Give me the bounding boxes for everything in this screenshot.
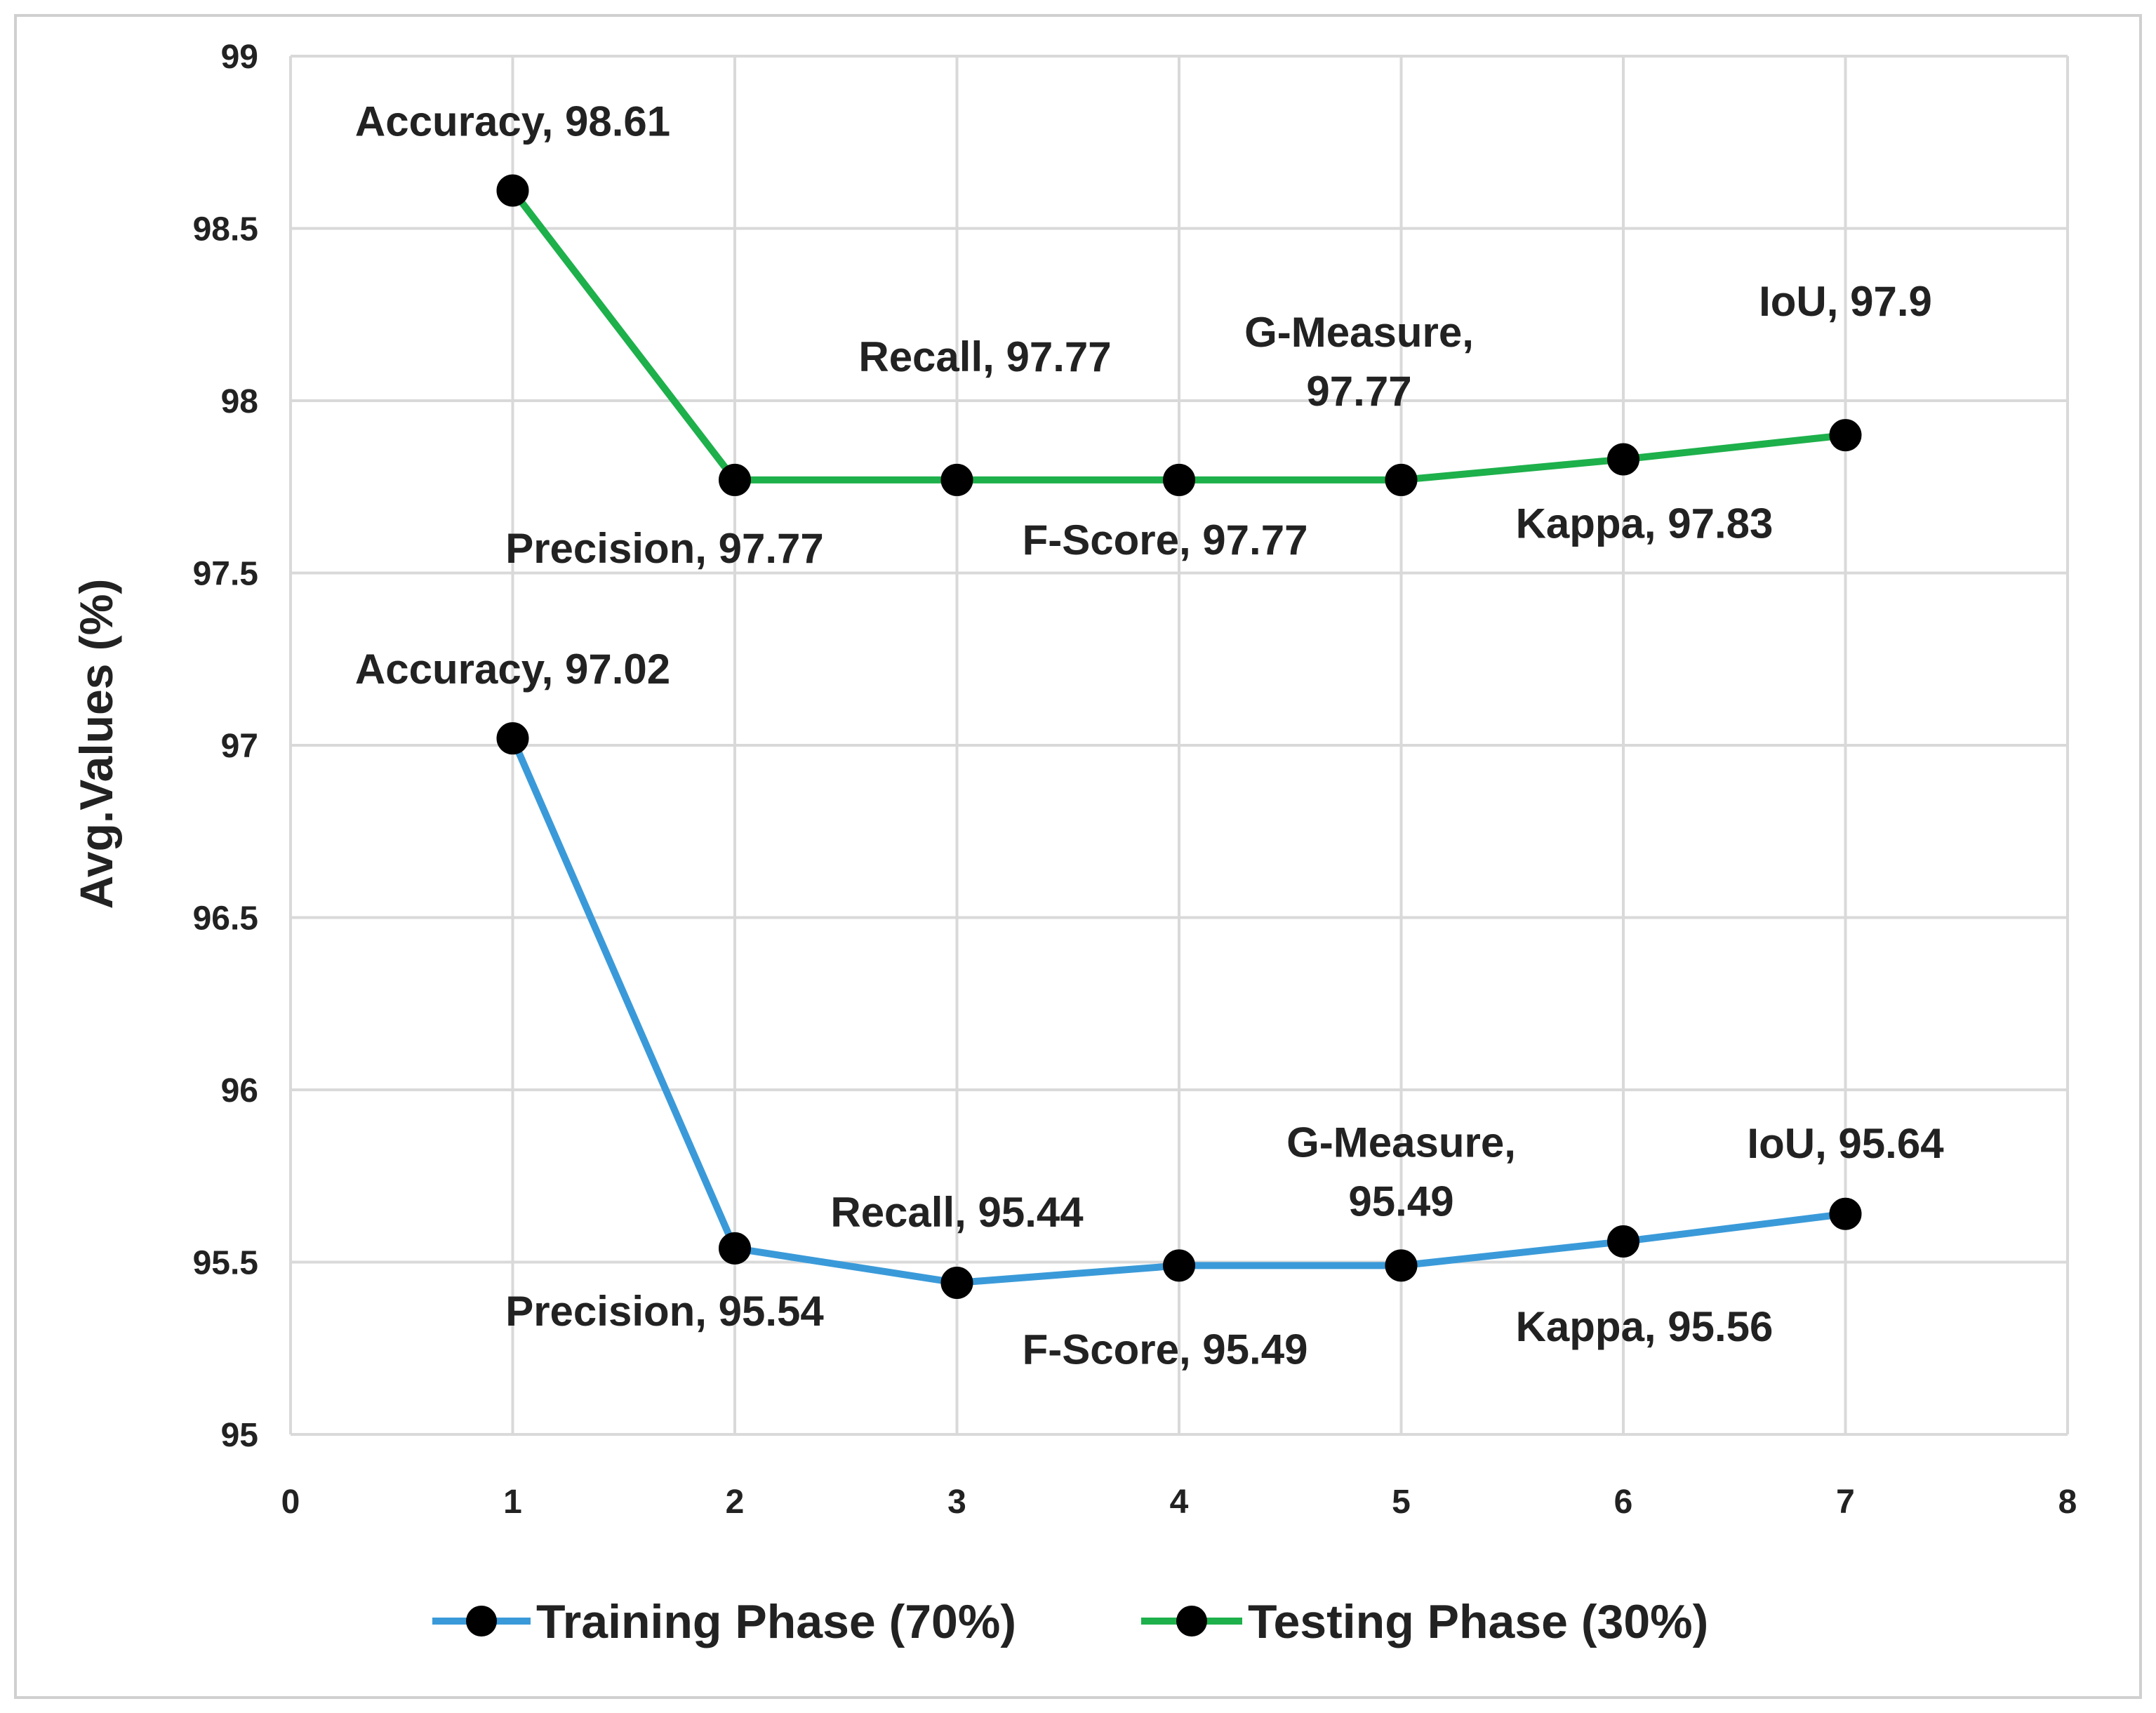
data-label: Accuracy, 98.61 xyxy=(355,98,670,145)
data-label-line: F-Score, 97.77 xyxy=(1023,516,1308,564)
x-tick-label: 5 xyxy=(1392,1484,1411,1521)
x-tick-label: 7 xyxy=(1836,1484,1855,1521)
data-label: Kappa, 97.83 xyxy=(1516,500,1774,547)
legend-label: Testing Phase (30%) xyxy=(1248,1595,1708,1648)
data-label-line: Recall, 95.44 xyxy=(830,1189,1084,1236)
data-label: F-Score, 97.77 xyxy=(1023,516,1308,564)
data-label-line: Kappa, 95.56 xyxy=(1516,1303,1774,1350)
data-point-marker xyxy=(940,1266,973,1299)
x-tick-label: 0 xyxy=(281,1484,300,1521)
x-tick-label: 8 xyxy=(2058,1484,2077,1521)
legend: Training Phase (70%) Testing Phase (30%) xyxy=(432,1595,1708,1648)
data-point-marker xyxy=(1607,1225,1639,1258)
y-tick-label: 99 xyxy=(221,39,258,76)
legend-marker xyxy=(466,1606,497,1637)
data-label: Recall, 97.77 xyxy=(858,333,1111,380)
y-tick-label: 98.5 xyxy=(193,211,258,248)
data-label-line: Accuracy, 97.02 xyxy=(355,646,670,693)
data-label-line: Recall, 97.77 xyxy=(858,333,1111,380)
data-point-marker xyxy=(496,174,529,207)
y-tick-label: 95 xyxy=(221,1417,258,1454)
data-label-line: IoU, 95.64 xyxy=(1747,1120,1944,1167)
data-label: Recall, 95.44 xyxy=(830,1189,1084,1236)
data-label-line: Accuracy, 98.61 xyxy=(355,98,670,145)
x-tick-label: 6 xyxy=(1614,1484,1633,1521)
y-axis-title: Avg.Values (%) xyxy=(70,579,122,909)
x-tick-label: 4 xyxy=(1170,1484,1189,1521)
data-label: G-Measure, 97.77 xyxy=(1244,309,1474,415)
y-tick-label: 95.5 xyxy=(193,1245,258,1282)
data-label: Kappa, 95.56 xyxy=(1516,1303,1774,1350)
data-label: F-Score, 95.49 xyxy=(1023,1326,1308,1373)
data-label-line: IoU, 97.9 xyxy=(1759,278,1932,325)
data-label-line: Precision, 95.54 xyxy=(505,1288,824,1335)
data-point-marker xyxy=(940,463,973,496)
y-tick-label: 97.5 xyxy=(193,556,258,593)
data-point-marker xyxy=(719,463,751,496)
chart-border xyxy=(14,14,2142,1699)
data-point-marker xyxy=(1163,1249,1195,1282)
data-label: Accuracy, 97.02 xyxy=(355,646,670,693)
y-tick-label: 98 xyxy=(221,383,258,420)
data-label-line: G-Measure, xyxy=(1286,1119,1516,1166)
data-label: IoU, 97.9 xyxy=(1759,278,1932,325)
data-label-line: Kappa, 97.83 xyxy=(1516,500,1774,547)
data-labels: Accuracy, 97.02 Precision, 95.54 Recall, 9… xyxy=(355,98,1944,1373)
data-label-line: 95.49 xyxy=(1348,1178,1453,1225)
data-label: Precision, 95.54 xyxy=(505,1288,824,1335)
series-markers xyxy=(496,174,1862,1299)
data-point-marker xyxy=(1385,463,1418,496)
y-tick-label: 96.5 xyxy=(193,900,258,938)
x-tick-label: 2 xyxy=(726,1484,745,1521)
x-tick-label: 1 xyxy=(503,1484,522,1521)
grid xyxy=(289,55,2069,1436)
legend-marker xyxy=(1176,1606,1207,1637)
legend-label: Training Phase (70%) xyxy=(536,1595,1016,1648)
data-point-marker xyxy=(1607,443,1639,476)
data-point-marker xyxy=(1829,419,1862,452)
x-tick-label: 3 xyxy=(947,1484,966,1521)
axis-ticks: 95 95.5 96 96.5 97 97.5 98 98.5 99 0 1 2 3 4 5 6 7 8 xyxy=(193,39,2077,1521)
data-point-marker xyxy=(1163,463,1195,496)
data-point-marker xyxy=(1385,1249,1418,1282)
data-label-line: 97.77 xyxy=(1306,368,1411,415)
data-point-marker xyxy=(719,1232,751,1265)
data-label: Precision, 97.77 xyxy=(505,525,824,572)
data-label-line: Precision, 97.77 xyxy=(505,525,824,572)
data-label-line: G-Measure, xyxy=(1244,309,1474,356)
data-label: G-Measure, 95.49 xyxy=(1286,1119,1516,1225)
data-label-line: F-Score, 95.49 xyxy=(1023,1326,1308,1373)
data-label: IoU, 95.64 xyxy=(1747,1120,1944,1167)
data-point-marker xyxy=(496,722,529,755)
y-tick-label: 96 xyxy=(221,1072,258,1109)
data-point-marker xyxy=(1829,1197,1862,1230)
y-tick-label: 97 xyxy=(221,728,258,765)
